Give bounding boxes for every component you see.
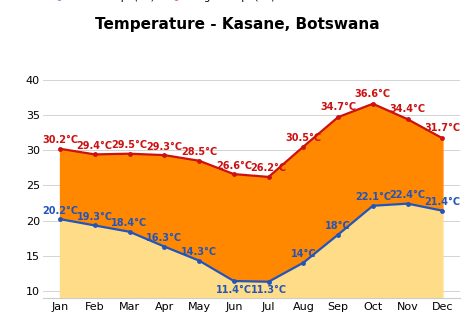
Text: 26.2°C: 26.2°C bbox=[251, 164, 287, 173]
High Temp. (°C) bbox=[301, 145, 306, 149]
Line: Low Temp. (°C): Low Temp. (°C) bbox=[58, 201, 445, 284]
Low Temp. (°C) bbox=[405, 202, 410, 206]
Text: 29.3°C: 29.3°C bbox=[146, 142, 182, 152]
Text: 18°C: 18°C bbox=[325, 221, 351, 231]
High Temp. (°C) bbox=[231, 172, 237, 176]
Text: 30.5°C: 30.5°C bbox=[285, 133, 321, 143]
Legend: Low Temp. (°C), High Temp. (°C): Low Temp. (°C), High Temp. (°C) bbox=[48, 0, 275, 3]
Line: High Temp. (°C): High Temp. (°C) bbox=[58, 101, 445, 179]
Low Temp. (°C) bbox=[370, 204, 376, 208]
Low Temp. (°C) bbox=[57, 217, 63, 221]
Text: 22.1°C: 22.1°C bbox=[355, 192, 391, 202]
Low Temp. (°C) bbox=[231, 279, 237, 283]
Text: 14.3°C: 14.3°C bbox=[181, 247, 217, 257]
High Temp. (°C) bbox=[162, 153, 167, 157]
Low Temp. (°C) bbox=[335, 233, 341, 237]
Low Temp. (°C) bbox=[439, 209, 445, 213]
Text: 14°C: 14°C bbox=[291, 249, 316, 259]
High Temp. (°C) bbox=[335, 115, 341, 119]
Text: 11.3°C: 11.3°C bbox=[251, 285, 287, 295]
Low Temp. (°C) bbox=[127, 230, 132, 234]
Text: 29.4°C: 29.4°C bbox=[77, 141, 113, 151]
High Temp. (°C) bbox=[127, 152, 132, 156]
Low Temp. (°C) bbox=[301, 261, 306, 265]
High Temp. (°C) bbox=[370, 102, 376, 106]
Low Temp. (°C) bbox=[266, 280, 272, 284]
High Temp. (°C) bbox=[405, 117, 410, 121]
Text: 26.6°C: 26.6°C bbox=[216, 161, 252, 170]
Text: 18.4°C: 18.4°C bbox=[111, 218, 148, 228]
Text: 16.3°C: 16.3°C bbox=[146, 233, 182, 243]
Text: 36.6°C: 36.6°C bbox=[355, 89, 391, 99]
Low Temp. (°C) bbox=[92, 223, 98, 227]
High Temp. (°C) bbox=[196, 159, 202, 163]
Text: 30.2°C: 30.2°C bbox=[42, 135, 78, 145]
Text: Temperature - Kasane, Botswana: Temperature - Kasane, Botswana bbox=[95, 17, 379, 31]
Text: 29.5°C: 29.5°C bbox=[111, 140, 147, 150]
High Temp. (°C) bbox=[92, 152, 98, 157]
Text: 19.3°C: 19.3°C bbox=[77, 212, 113, 222]
High Temp. (°C) bbox=[439, 136, 445, 140]
Text: 34.7°C: 34.7°C bbox=[320, 102, 356, 112]
Text: 20.2°C: 20.2°C bbox=[42, 206, 78, 215]
Text: 22.4°C: 22.4°C bbox=[390, 190, 426, 200]
Text: 34.4°C: 34.4°C bbox=[390, 104, 426, 114]
Text: 28.5°C: 28.5°C bbox=[181, 147, 217, 157]
High Temp. (°C) bbox=[57, 147, 63, 151]
Text: 31.7°C: 31.7°C bbox=[424, 123, 460, 133]
Low Temp. (°C) bbox=[196, 259, 202, 262]
Text: 21.4°C: 21.4°C bbox=[424, 197, 460, 207]
Low Temp. (°C) bbox=[162, 245, 167, 249]
Text: 11.4°C: 11.4°C bbox=[216, 285, 252, 295]
High Temp. (°C) bbox=[266, 175, 272, 179]
